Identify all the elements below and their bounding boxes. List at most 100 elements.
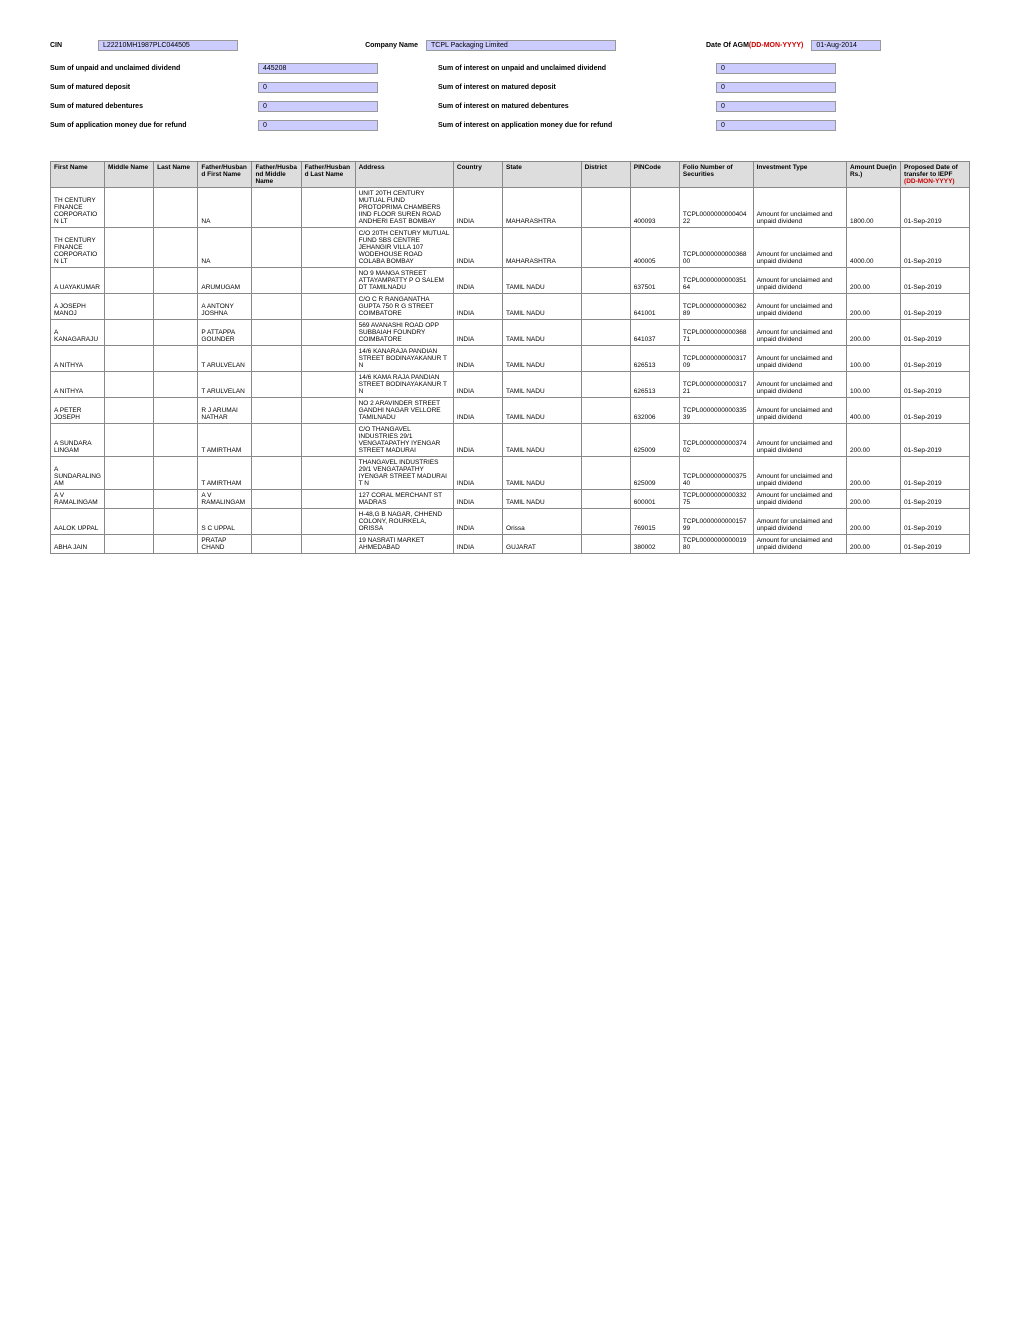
table-cell: TCPL000000000036800 [679,228,753,268]
table-cell: A NITHYA [51,372,105,398]
table-cell [581,294,630,320]
sum-mat-deb-value: 0 [258,101,378,112]
table-cell [581,268,630,294]
table-cell [154,398,198,424]
table-cell [252,294,301,320]
sum-mat-dep-value: 0 [258,82,378,93]
table-row: A UAYAKUMARARUMUGAMNO 9 MANGA STREET ATT… [51,268,970,294]
table-cell: 400.00 [846,398,900,424]
table-cell: 769015 [630,509,679,535]
table-cell: 19 NASRATI MARKET AHMEDABAD [355,535,453,554]
table-cell [154,320,198,346]
table-cell [105,509,154,535]
table-cell: Amount for unclaimed and unpaid dividend [753,372,846,398]
table-cell: MAHARASHTRA [503,228,582,268]
sum-app-label: Sum of application money due for refund [50,122,258,129]
table-row: AALOK UPPALS C UPPALH-48,G B NAGAR, CHHE… [51,509,970,535]
table-cell: Amount for unclaimed and unpaid dividend [753,424,846,457]
table-cell: T ARULVELAN [198,372,252,398]
table-row: A SUNDARA LINGAMT AMIRTHAMC/O THANGAVEL … [51,424,970,457]
sum-row-2: Sum of matured deposit 0 Sum of interest… [50,82,970,93]
table-cell: 200.00 [846,268,900,294]
header-row-top: CIN L22210MH1987PLC044505 Company Name T… [50,40,970,51]
table-cell: TCPL000000000033539 [679,398,753,424]
table-cell [154,457,198,490]
table-cell: TAMIL NADU [503,294,582,320]
table-cell [301,490,355,509]
table-cell [105,398,154,424]
table-cell: T ARULVELAN [198,346,252,372]
table-cell [252,372,301,398]
table-cell: A KANAGARAJU [51,320,105,346]
table-cell: INDIA [453,457,502,490]
col-investment: Investment Type [753,162,846,188]
table-cell: A PETER JOSEPH [51,398,105,424]
table-cell: INDIA [453,509,502,535]
table-cell: A V RAMALINGAM [198,490,252,509]
table-cell: INDIA [453,346,502,372]
table-row: A NITHYA T ARULVELAN 14/6 KAMA RAJA PANDIA… [51,372,970,398]
table-cell: H-48,G B NAGAR, CHHEND COLONY, ROURKELA,… [355,509,453,535]
table-cell: Amount for unclaimed and unpaid dividend [753,398,846,424]
table-cell: INDIA [453,535,502,554]
sum-int-app-label: Sum of interest on application money due… [438,122,676,129]
table-cell [581,457,630,490]
table-cell [105,372,154,398]
table-cell: TCPL000000000031709 [679,346,753,372]
table-cell: TAMIL NADU [503,424,582,457]
table-cell: 380002 [630,535,679,554]
table-cell: TAMIL NADU [503,346,582,372]
table-cell: P ATTAPPA GOUNDER [198,320,252,346]
sum-int-app-value: 0 [716,120,836,131]
table-cell: INDIA [453,320,502,346]
table-cell: ARUMUGAM [198,268,252,294]
table-cell: INDIA [453,294,502,320]
col-date: Proposed Date of transfer to IEPF (DD-MO… [901,162,970,188]
table-cell: INDIA [453,228,502,268]
sum-mat-deb-label: Sum of matured debentures [50,103,258,110]
table-cell [105,457,154,490]
table-cell [301,320,355,346]
table-cell: 200.00 [846,294,900,320]
table-cell [154,268,198,294]
table-cell [581,372,630,398]
table-header-row: First Name Middle Name Last Name Father/… [51,162,970,188]
table-cell: TAMIL NADU [503,457,582,490]
table-cell: 632006 [630,398,679,424]
table-row: A KANAGARAJUP ATTAPPA GOUNDER569 AVANASH… [51,320,970,346]
cin-label: CIN [50,42,98,49]
sum-row-1: Sum of unpaid and unclaimed dividend 445… [50,63,970,74]
table-cell [301,457,355,490]
table-cell: TCPL000000000033275 [679,490,753,509]
table-cell [252,509,301,535]
table-cell: INDIA [453,424,502,457]
table-cell [252,398,301,424]
table-cell: 01-Sep-2019 [901,398,970,424]
table-cell: TCPL000000000040422 [679,188,753,228]
table-cell [252,228,301,268]
table-cell: Amount for unclaimed and unpaid dividend [753,188,846,228]
table-cell [105,346,154,372]
col-folio: Folio Number of Securities [679,162,753,188]
table-cell [581,346,630,372]
table-cell: UNIT 20TH CENTURY MUTUAL FUND PROTOPRIMA… [355,188,453,228]
table-cell: T AMIRTHAM [198,457,252,490]
table-cell: 200.00 [846,535,900,554]
table-cell [581,424,630,457]
table-cell: 625009 [630,457,679,490]
table-cell: 14/6 KAMA RAJA PANDIAN STREET BODINAYAKA… [355,372,453,398]
table-cell: 641001 [630,294,679,320]
table-cell: TAMIL NADU [503,490,582,509]
table-cell: TH CENTURY FINANCE CORPORATION LT [51,228,105,268]
col-district: District [581,162,630,188]
table-cell [301,346,355,372]
table-cell: 626513 [630,372,679,398]
table-cell: INDIA [453,268,502,294]
table-cell [301,398,355,424]
table-cell: 01-Sep-2019 [901,509,970,535]
table-cell [581,320,630,346]
col-state: State [503,162,582,188]
table-cell: NA [198,228,252,268]
col-father-last: Father/Husband Last Name [301,162,355,188]
sum-int-mat-dep-label: Sum of interest on matured deposit [438,84,676,91]
